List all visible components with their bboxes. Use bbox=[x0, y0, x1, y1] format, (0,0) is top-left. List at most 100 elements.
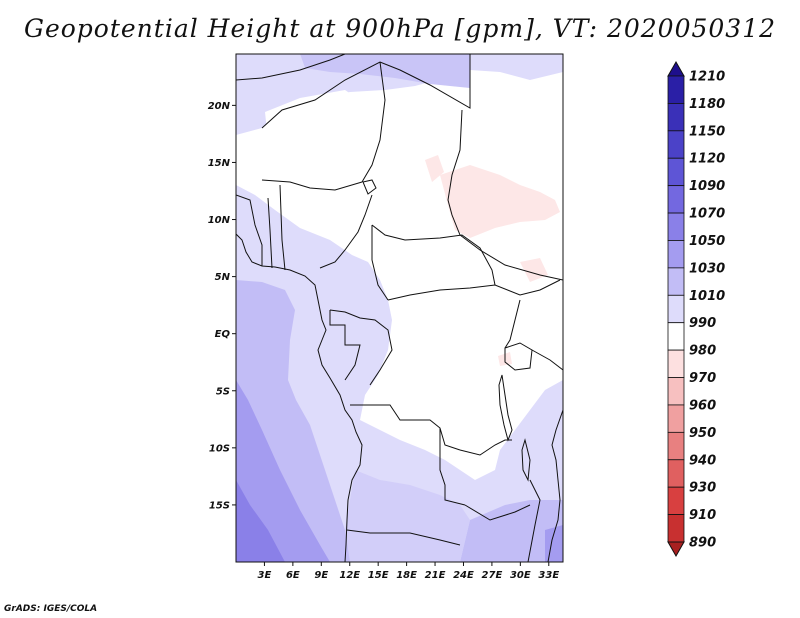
colorbar-label: 1070 bbox=[689, 207, 725, 222]
lon-tick-label: 6E bbox=[286, 570, 300, 581]
border-south-sudan bbox=[459, 234, 563, 281]
field-region-white-2 bbox=[265, 90, 372, 185]
field-region-south-interior bbox=[345, 470, 470, 562]
colorbar-label: 970 bbox=[689, 371, 716, 386]
colorbar-label: 980 bbox=[689, 344, 716, 359]
colorbar: 1210 1180 1150 1120 1090 1070 1050 1030 1010 990 9… bbox=[667, 60, 725, 558]
border-gabon-congo bbox=[329, 309, 393, 386]
colorbar-label: 890 bbox=[689, 536, 716, 551]
field-region-se-blue-2 bbox=[545, 525, 563, 562]
lon-tick-label: 3E bbox=[258, 570, 272, 581]
colorbar-segment bbox=[667, 459, 685, 488]
colorbar-label: 1120 bbox=[689, 152, 725, 167]
colorbar-segment bbox=[667, 185, 685, 214]
border-zambia-drc bbox=[459, 439, 512, 456]
lat-tick-label: 20N bbox=[208, 101, 231, 112]
border-angola-zambia bbox=[439, 428, 466, 506]
border-cameroon-car bbox=[371, 225, 389, 301]
border-chad-sudan bbox=[447, 109, 463, 236]
colorbar-segment bbox=[667, 431, 685, 461]
colorbar-segment bbox=[667, 486, 685, 515]
colorbar-bottom-triangle bbox=[667, 541, 685, 558]
border-kenya-tanzania bbox=[531, 349, 563, 371]
lon-tick-label: 24E bbox=[453, 570, 474, 581]
colorbar-label: 960 bbox=[689, 398, 716, 413]
field-region-ocean-blue-2 bbox=[236, 380, 330, 562]
lon-tick-label: 12E bbox=[339, 570, 360, 581]
border-angola-north bbox=[350, 404, 461, 451]
colorbar-label: 990 bbox=[689, 316, 716, 331]
colorbar-segment bbox=[667, 294, 685, 324]
colorbar-label: 930 bbox=[689, 481, 716, 496]
coastline-east-africa bbox=[547, 409, 563, 562]
colorbar-segment bbox=[667, 240, 685, 269]
colorbar-label: 940 bbox=[689, 453, 716, 468]
lon-tick-label: 33E bbox=[538, 570, 559, 581]
border-nigeria-cameroon bbox=[319, 194, 373, 269]
colorbar-label: 950 bbox=[689, 426, 716, 441]
border-zambia-south bbox=[464, 504, 531, 521]
field-region-north-blue-2 bbox=[236, 54, 305, 100]
lat-tick-label: 15S bbox=[209, 500, 230, 511]
colorbar-segment bbox=[667, 103, 685, 132]
border-drc-east bbox=[504, 299, 521, 349]
border-angola-namibia bbox=[346, 529, 461, 546]
lon-tick-label: 9E bbox=[314, 570, 328, 581]
border-niger-chad bbox=[361, 61, 386, 183]
longitude-axis: 3E 6E 9E 12E 15E 18E 21E 24E 27E 30E 33E bbox=[258, 562, 559, 581]
border-drc-north bbox=[387, 279, 561, 301]
border-niger-south bbox=[261, 179, 363, 191]
colorbar-label: 1050 bbox=[689, 234, 725, 249]
colorbar-segment bbox=[667, 349, 685, 378]
lon-tick-label: 18E bbox=[396, 570, 417, 581]
plot-frame bbox=[235, 53, 564, 563]
colorbar-segment bbox=[667, 75, 685, 104]
map-title: Geopotential Height at 900hPa [gpm], VT:… bbox=[23, 14, 777, 43]
lon-tick-label: 21E bbox=[425, 570, 446, 581]
lat-tick-label: 10N bbox=[208, 215, 231, 226]
field-region-ocean-blue-3 bbox=[236, 480, 285, 562]
coastline-west-africa bbox=[236, 233, 363, 562]
border-sahara-north bbox=[236, 54, 346, 81]
colorbar-segment bbox=[667, 130, 685, 159]
lake-victoria bbox=[504, 342, 533, 371]
field-region-pink-2 bbox=[425, 155, 444, 182]
height-field bbox=[236, 54, 563, 562]
colorbar-segment bbox=[667, 157, 685, 187]
border-mozambique bbox=[527, 479, 541, 562]
lat-tick-label: 15N bbox=[208, 158, 231, 169]
colorbar-segment bbox=[667, 404, 685, 433]
border-ivory-ghana bbox=[236, 194, 263, 266]
colorbar-top-triangle bbox=[667, 60, 685, 77]
lon-tick-label: 15E bbox=[368, 570, 389, 581]
lake-chad bbox=[362, 179, 377, 195]
colorbar-segment bbox=[667, 212, 685, 241]
colorbar-label: 1010 bbox=[689, 289, 725, 304]
lon-tick-label: 30E bbox=[510, 570, 531, 581]
lake-malawi bbox=[521, 438, 531, 482]
latitude-axis: 20N 15N 10N 5N EQ 5S 10S 15S bbox=[208, 101, 236, 511]
lat-tick-label: 10S bbox=[209, 443, 230, 454]
colorbar-label: 1180 bbox=[689, 97, 725, 112]
border-car bbox=[371, 224, 496, 286]
colorbar-label: 1030 bbox=[689, 261, 725, 276]
colorbar-label: 1150 bbox=[689, 124, 725, 139]
border-ghana-togo bbox=[267, 197, 273, 269]
field-region-north-blue bbox=[300, 54, 470, 88]
colorbar-segment bbox=[667, 322, 685, 351]
credit-text: GrADS: IGES/COLA bbox=[4, 604, 98, 614]
colorbar-segment bbox=[667, 377, 685, 406]
lon-tick-label: 27E bbox=[482, 570, 503, 581]
lat-tick-label: 5S bbox=[216, 386, 230, 397]
border-benin-nigeria bbox=[279, 184, 286, 271]
colorbar-label: 910 bbox=[689, 508, 716, 523]
lat-tick-label: EQ bbox=[215, 329, 231, 340]
border-gabon bbox=[329, 310, 361, 381]
colorbar-label: 1210 bbox=[689, 70, 725, 85]
lat-tick-label: 5N bbox=[215, 272, 231, 283]
colorbar-label: 1090 bbox=[689, 179, 725, 194]
field-region-pink-1 bbox=[440, 165, 560, 238]
colorbar-segment bbox=[667, 267, 685, 296]
field-region-pink-3 bbox=[520, 258, 548, 282]
